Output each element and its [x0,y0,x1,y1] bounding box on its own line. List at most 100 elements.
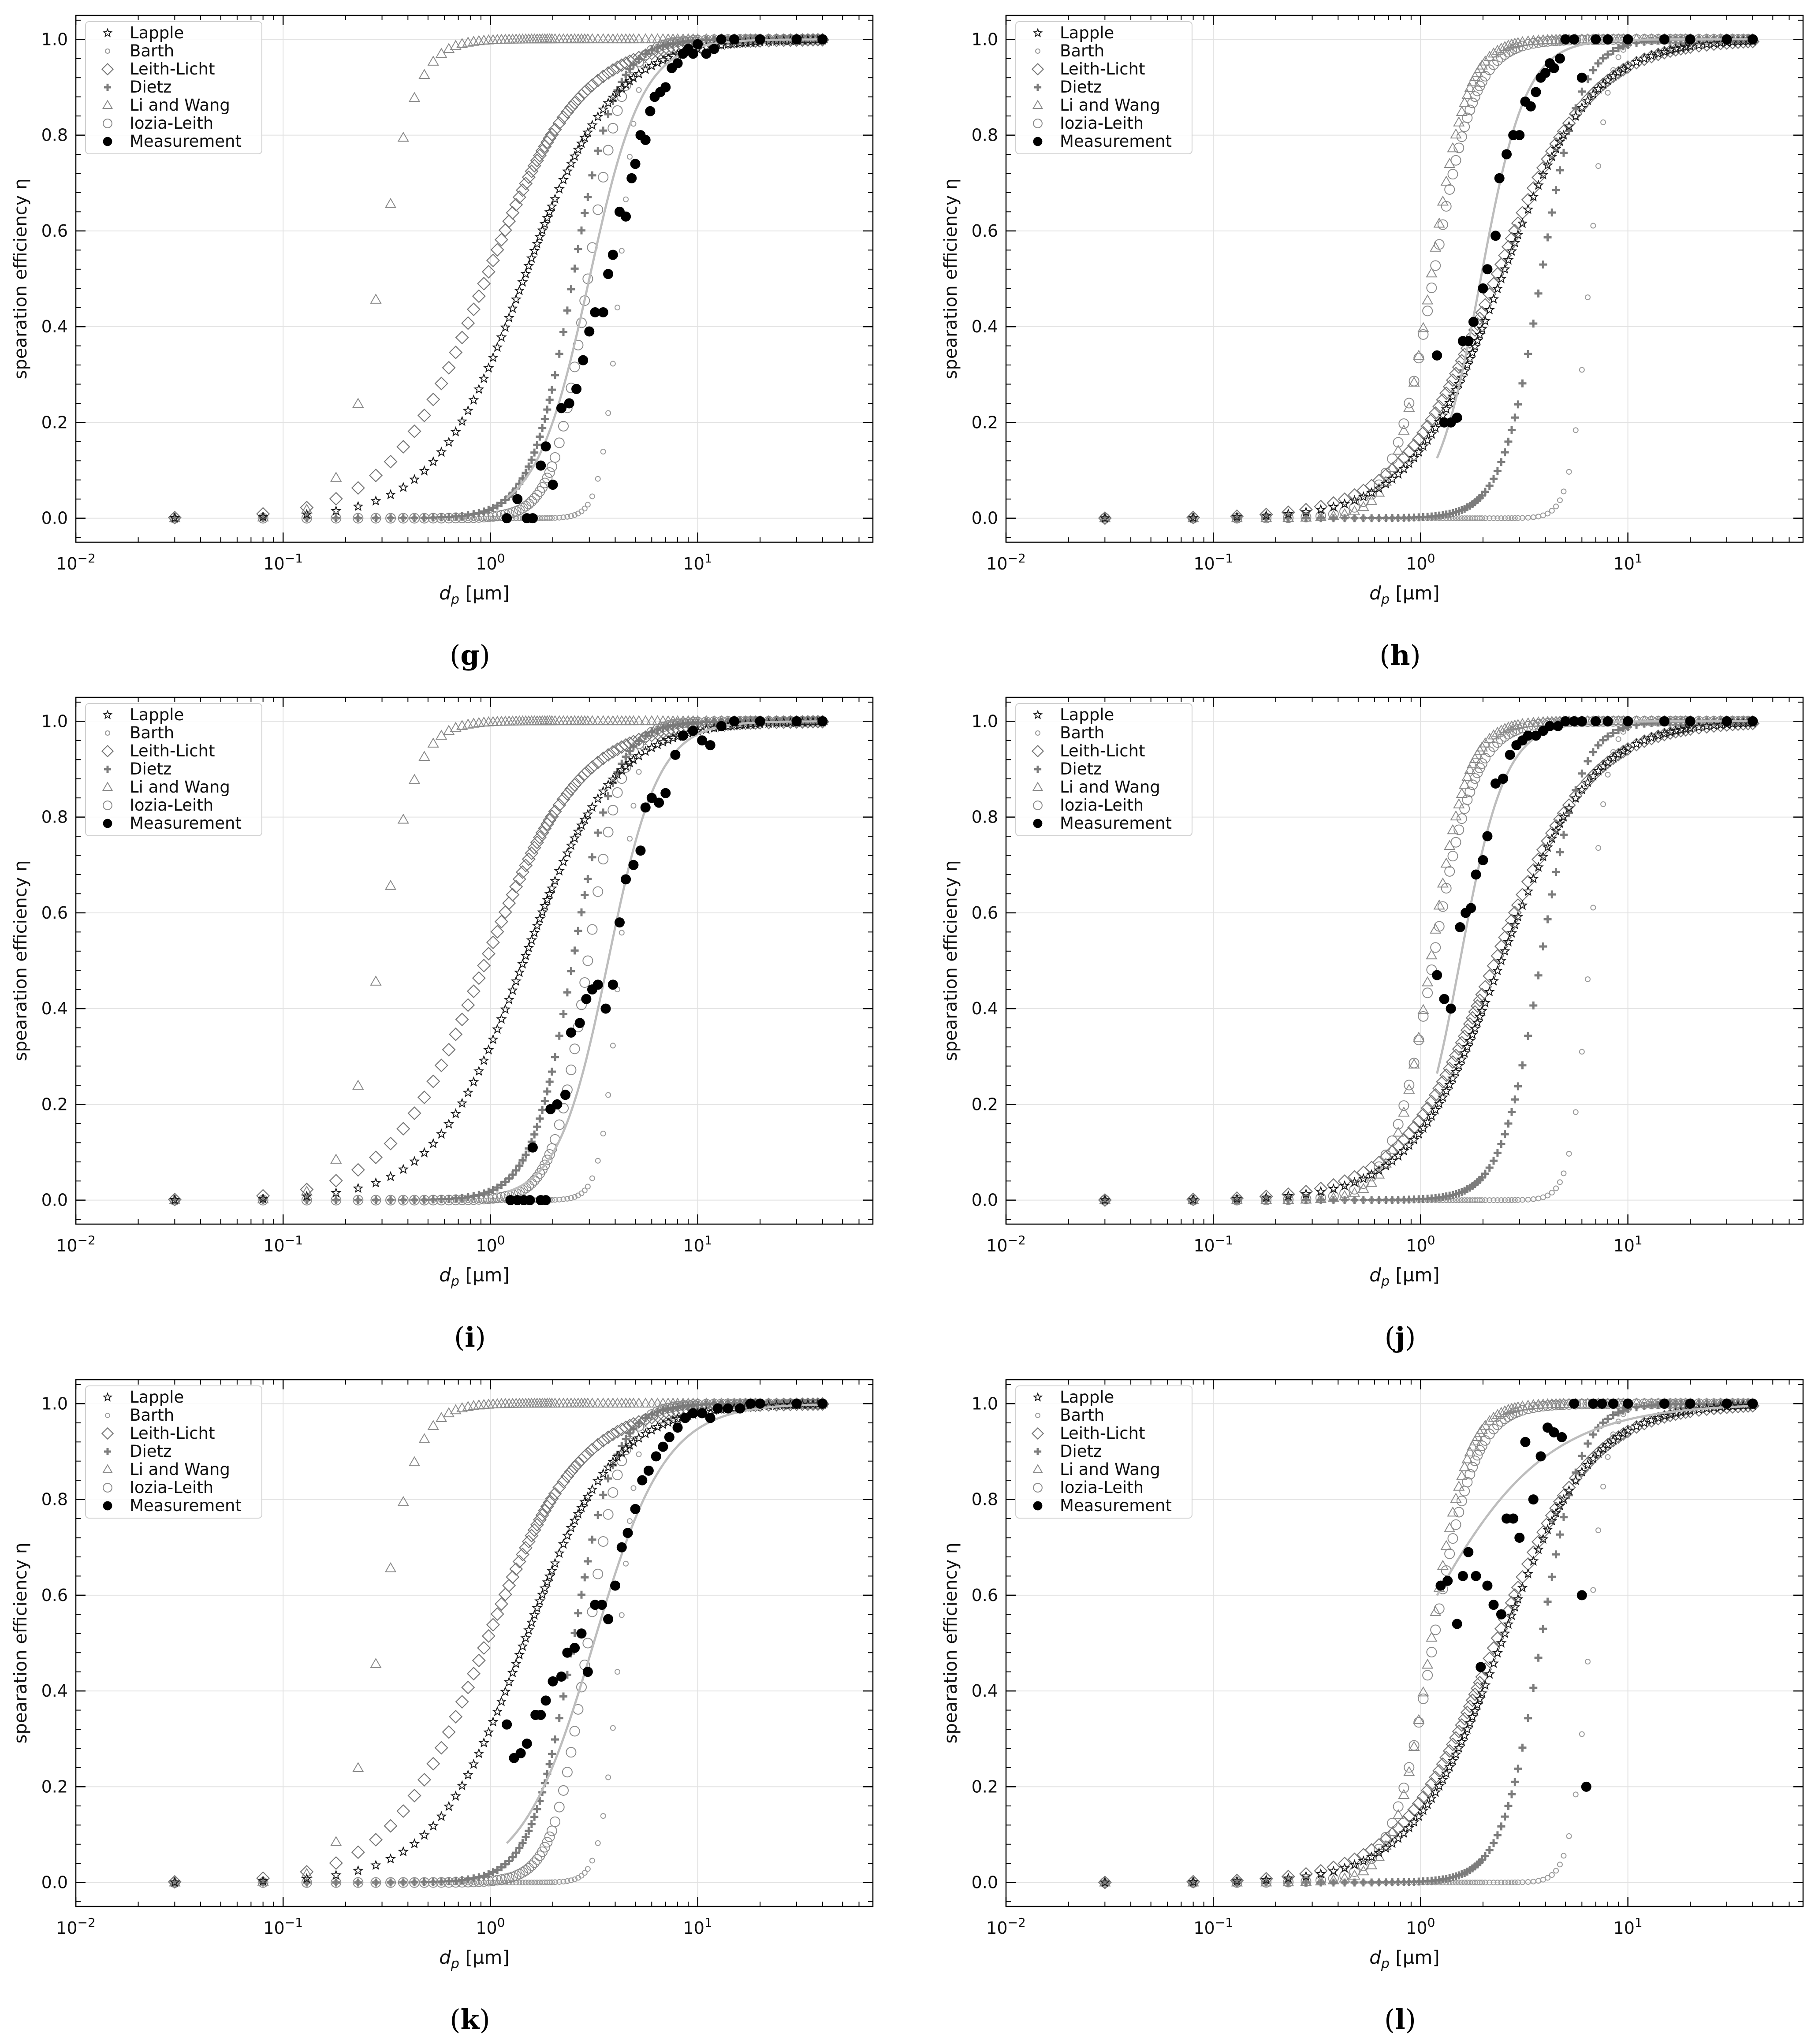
leith-licht-marker [384,454,398,469]
y-tick-label: 0.2 [41,413,68,432]
iozia-leith-marker [1418,329,1429,340]
lapple-marker [542,212,553,223]
barth-marker [572,512,578,518]
lapple-marker [597,1468,609,1478]
leith-licht-marker [477,276,491,291]
measurement-marker [103,819,112,828]
dietz-marker [540,415,549,423]
leith-licht-marker [522,1534,536,1549]
measurement-marker [1442,1575,1453,1586]
li-and-wang-marker [1464,1446,1476,1457]
barth-marker [1573,1791,1579,1798]
lapple-marker [1550,825,1561,836]
iozia-leith-marker [419,1195,430,1206]
iozia-leith-marker [1554,1399,1565,1410]
leith-licht-marker [1299,503,1313,517]
barth-marker [605,1092,611,1098]
leith-licht-marker [525,164,539,179]
leith-licht-marker [533,149,547,163]
lapple-marker [478,373,489,383]
lapple-marker [534,1595,545,1606]
leith-licht-marker [671,41,685,55]
lapple-marker [1476,1005,1488,1016]
measurement-marker [1471,1571,1481,1581]
dietz-marker [1034,1448,1042,1456]
li-and-wang-marker [408,1456,421,1467]
li-and-wang-marker [384,879,397,890]
leith-licht-marker [1532,171,1546,185]
y-tick-label: 0.0 [41,1191,68,1210]
lapple-marker [1509,237,1520,248]
dietz-marker [480,507,488,516]
leith-licht-marker [1483,969,1497,983]
lapple-marker [488,1034,499,1044]
iozia-leith-marker [1441,201,1452,212]
dietz-marker [604,792,612,800]
iozia-leith-marker [1398,1100,1409,1111]
dietz-marker [1341,514,1349,522]
leith-licht-marker [1259,1872,1273,1886]
measurement-marker [660,788,671,798]
iozia-leith-marker [1464,1469,1476,1480]
lapple-marker [1422,435,1433,445]
leith-licht-marker [1424,1095,1438,1109]
li-and-wang-marker [102,100,113,109]
lapple-marker [1576,784,1587,795]
dietz-marker [1529,1002,1538,1010]
dietz-marker [604,1474,612,1483]
li-and-wang-marker [370,975,382,986]
barth-marker [1553,503,1559,510]
lapple-marker [1570,792,1581,803]
dietz-marker [1341,1878,1349,1887]
dietz-marker [1609,47,1617,55]
dietz-marker [1632,1403,1641,1411]
leith-licht-marker [466,302,481,316]
barth-marker [1525,514,1531,521]
li-and-wang-marker [1398,1789,1410,1799]
barth-marker [1557,497,1563,503]
measurement-marker [1476,1662,1486,1672]
series-measurement [502,1398,828,1763]
lapple-marker [1358,1855,1369,1866]
dietz-marker [1329,1196,1338,1204]
leith-licht-marker [606,63,620,77]
barth-marker [1561,1170,1567,1177]
leith-licht-marker [1281,505,1295,519]
iozia-leith-marker [1261,1877,1272,1888]
barth-marker [1487,515,1493,521]
dietz-marker [581,891,589,899]
barth-marker [585,1866,591,1872]
lapple-marker [503,312,514,323]
iozia-leith-marker [539,1159,550,1170]
y-tick-label: 0.2 [972,1777,998,1796]
leith-licht-marker [548,1487,562,1501]
measurement-marker [735,1403,745,1414]
iozia-leith-marker [1546,36,1558,47]
lapple-marker [1554,136,1565,146]
dietz-marker [525,1827,533,1835]
lapple-marker [539,218,551,229]
y-axis-label: spearation efficiency η [941,179,961,380]
measurement-marker [709,44,719,54]
leith-licht-marker [552,1480,566,1494]
barth-marker [581,506,588,512]
lapple-marker [532,1602,543,1613]
axes-frame [75,15,874,543]
lapple-marker [1339,498,1350,509]
lapple-marker [1499,1627,1510,1638]
iozia-leith-marker [1434,921,1445,932]
lapple-marker [1437,1774,1449,1785]
dietz-marker [1514,1082,1522,1091]
barth-marker [531,1880,537,1886]
li-and-wang-marker [1392,444,1404,455]
legend-label: Lapple [1060,23,1114,42]
x-tick-label: 10−2 [56,551,96,573]
barth-marker [600,1813,606,1819]
leith-licht-marker [1526,863,1540,877]
dietz-marker [548,1068,556,1076]
leith-licht-marker [494,233,508,247]
measurement-marker [1597,1398,1607,1409]
